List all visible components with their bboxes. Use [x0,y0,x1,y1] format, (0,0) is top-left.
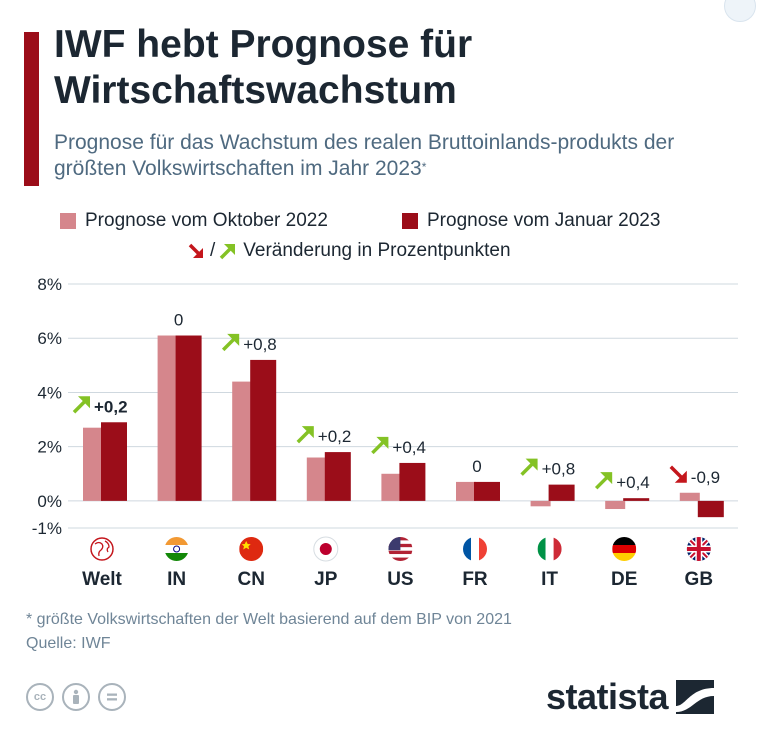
arrow-down-icon [674,470,687,483]
y-tick-label: 0% [37,492,62,511]
flag-usa-icon [388,537,413,561]
attribution-icon[interactable] [62,683,90,711]
bar [83,427,103,501]
globe-icon [90,537,114,561]
bar [324,452,351,501]
change-label: +0,4 [616,473,650,492]
legend-label-januar: Prognose vom Januar 2023 [427,210,661,231]
flag-japan-icon [313,536,339,562]
change-label: 0 [472,457,481,476]
bar [101,422,127,501]
zoom-icon[interactable] [724,0,756,22]
bar [623,498,650,501]
legend-swatch-oktober [60,213,76,229]
arrow-up-icon [525,458,538,471]
x-tick-label: GB [685,569,714,590]
y-tick-label: 6% [37,329,62,348]
bar [250,359,277,501]
y-tick-label: 4% [37,383,62,402]
x-tick-label: JP [314,569,338,590]
bar [697,500,724,518]
footnote-text: * größte Volkswirtschaften der Welt basi… [26,611,512,628]
bar [175,335,202,501]
flag-india-icon [164,537,189,561]
change-label: 0 [174,311,183,330]
subtitle-text: Prognose für das Wachstum des realen Bru… [54,131,675,180]
no-derivatives-icon[interactable] [98,683,126,711]
arrow-up-icon [220,244,236,260]
brand-name: statista [546,676,669,717]
footnote-block: * größte Volkswirtschaften der Welt basi… [26,608,512,656]
legend-label-change: Veränderung in Prozentpunkten [243,240,511,261]
change-label: +0,8 [542,460,576,479]
statista-logo[interactable]: statista [546,676,715,718]
x-tick-label: IN [167,569,186,590]
legend-separator: / [210,240,216,261]
license-icons: cc [26,683,126,711]
change-label: +0,8 [243,335,277,354]
x-tick-label: IT [541,569,558,590]
arrow-up-icon [600,472,613,485]
source-text: Quelle: IWF [26,635,111,652]
legend-label-oktober: Prognose vom Oktober 2022 [85,210,328,231]
arrow-down-icon [188,243,203,258]
flag-uk-icon [686,537,711,561]
chart-subtitle: Prognose für das Wachstum des realen Bru… [54,130,694,182]
flag-china-icon [239,537,264,561]
change-label: +0,2 [318,427,352,446]
flag-italy-icon [537,537,562,561]
x-tick-label: FR [462,569,488,590]
x-tick-label: Welt [82,569,122,590]
bar [679,492,700,501]
statista-logo-icon [676,680,715,714]
creative-commons-icon[interactable]: cc [26,683,54,711]
change-label: +0,2 [94,397,128,416]
x-tick-label: CN [237,569,264,590]
legend-item-change: / Veränderung in Prozentpunkten [186,240,511,262]
bar [157,335,178,501]
bar [306,457,327,501]
y-tick-label: -1% [32,519,62,538]
y-tick-label: 2% [37,438,62,457]
legend-swatch-januar [402,213,418,229]
arrow-up-icon [376,436,389,449]
bar [474,481,500,501]
bar [399,462,426,501]
bar [456,481,476,501]
chart-title: IWF hebt Prognose für Wirtschaftswachstu… [54,23,473,112]
title-accent-bar [24,32,39,186]
arrow-up-icon [72,399,88,414]
subtitle-footnote-marker: * [421,160,427,174]
bar [232,381,253,501]
bar [605,500,626,510]
x-tick-label: US [387,569,413,590]
flag-germany-icon [612,537,637,561]
legend-item-oktober: Prognose vom Oktober 2022 [60,210,328,232]
x-tick-label: DE [611,569,637,590]
arrow-up-icon [227,333,240,346]
change-label: -0,9 [691,468,720,487]
arrow-up-icon [296,428,312,444]
flag-france-icon [463,537,487,561]
arrow-up-icon [594,474,610,490]
bar-chart: 8% 6% 4% 2% 0% -1% +0,2 Welt 0 IN +0,8 CN +0,2 JP +0,4… [32,275,738,590]
bar [381,473,402,501]
chart-legend: Prognose vom Oktober 2022 Prognose vom J… [0,206,759,266]
bar [530,500,551,507]
y-tick-label: 8% [37,275,62,294]
legend-item-januar: Prognose vom Januar 2023 [402,210,660,232]
bar [548,484,575,501]
change-label: +0,4 [392,438,426,457]
